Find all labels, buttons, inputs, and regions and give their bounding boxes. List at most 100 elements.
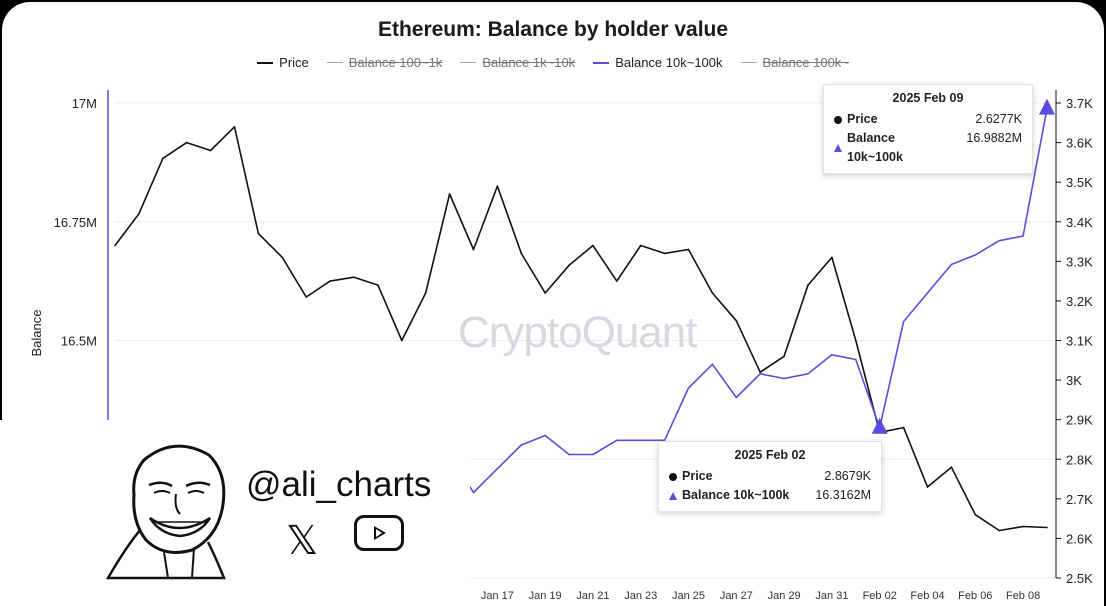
- tooltip-series-name: Balance 10k~100k: [847, 129, 952, 167]
- data-point: [1022, 235, 1024, 237]
- y-right-tick-label: 3.7K: [1066, 96, 1093, 111]
- y-right-tick-label: 2.9K: [1066, 413, 1093, 428]
- tooltip-row-balance: Balance 10k~100k 16.9882M: [834, 129, 1022, 167]
- y-right-tick-label: 3.4K: [1066, 215, 1093, 230]
- data-point: [258, 233, 260, 235]
- data-point: [640, 245, 642, 247]
- y-right-tick-label: 2.8K: [1066, 452, 1093, 467]
- data-point: [736, 397, 738, 399]
- x-logo-icon[interactable]: 𝕏: [286, 518, 318, 564]
- y-left-tick-label: 17M: [72, 96, 97, 111]
- data-point: [759, 373, 761, 375]
- x-tick-label: Jan 27: [720, 590, 753, 602]
- triangle-marker-icon: [669, 492, 677, 500]
- data-point: [807, 284, 809, 286]
- tooltip-row-price: Price 2.6277K: [834, 110, 1022, 129]
- data-point: [688, 249, 690, 251]
- data-point: [975, 254, 977, 256]
- data-point: [759, 371, 761, 373]
- x-tick-label: Jan 23: [624, 590, 657, 602]
- data-point: [1046, 527, 1048, 529]
- tooltip-row-balance: Balance 10k~100k 16.3162M: [669, 486, 871, 505]
- tooltip-feb-02: 2025 Feb 02 Price 2.8679K Balance 10k~10…: [658, 441, 882, 512]
- highlight-triangle-marker: [1039, 99, 1055, 115]
- tooltip-value: 2.8679K: [824, 467, 871, 486]
- x-tick-label: Jan 21: [576, 590, 609, 602]
- data-point: [544, 292, 546, 294]
- data-point: [998, 530, 1000, 532]
- tooltip-row-price: Price 2.8679K: [669, 467, 871, 486]
- x-tick-label: Jan 25: [672, 590, 705, 602]
- data-point: [377, 284, 379, 286]
- x-tick-label: Jan 29: [768, 590, 801, 602]
- x-tick-label: Jan 31: [815, 590, 848, 602]
- watermark: CryptoQuant: [458, 308, 696, 358]
- data-point: [688, 387, 690, 389]
- data-point: [831, 257, 833, 259]
- data-point: [449, 193, 451, 195]
- data-point: [520, 253, 522, 255]
- data-point: [616, 280, 618, 282]
- data-point: [640, 439, 642, 441]
- data-point: [855, 359, 857, 361]
- y-right-tick-label: 2.7K: [1066, 492, 1093, 507]
- x-tick-label: Feb 06: [958, 590, 992, 602]
- data-point: [473, 249, 475, 251]
- y-right-tick-label: 3.3K: [1066, 254, 1093, 269]
- circle-marker-icon: [834, 116, 842, 124]
- y-right-tick-label: 2.6K: [1066, 531, 1093, 546]
- data-point: [855, 340, 857, 342]
- tooltip-feb-09: 2025 Feb 09 Price 2.6277K Balance 10k~10…: [823, 84, 1033, 174]
- y-right-tick-label: 3.1K: [1066, 334, 1093, 349]
- data-point: [712, 292, 714, 294]
- y-right-tick-label: 3.6K: [1066, 136, 1093, 151]
- data-point: [353, 276, 355, 278]
- data-point: [497, 468, 499, 470]
- triangle-marker-icon: [834, 144, 842, 152]
- data-point: [951, 264, 953, 266]
- tooltip-series-name: Balance 10k~100k: [682, 486, 789, 505]
- data-point: [305, 296, 307, 298]
- data-point: [903, 321, 905, 323]
- y-left-tick-label: 16.5M: [61, 334, 97, 349]
- data-point: [616, 439, 618, 441]
- data-point: [401, 340, 403, 342]
- data-point: [712, 363, 714, 365]
- social-handle[interactable]: @ali_charts: [246, 465, 431, 505]
- data-point: [592, 454, 594, 456]
- tooltip-value: 16.3162M: [815, 486, 871, 505]
- data-point: [783, 378, 785, 380]
- y-left-tick-label: 16.75M: [54, 215, 97, 230]
- data-point: [807, 373, 809, 375]
- x-tick-label: Feb 02: [863, 590, 897, 602]
- tooltip-date: 2025 Feb 02: [669, 448, 871, 462]
- data-point: [664, 253, 666, 255]
- tooltip-series-name: Price: [847, 110, 878, 129]
- data-point: [1022, 526, 1024, 528]
- tooltip-value: 2.6277K: [975, 110, 1022, 129]
- y-right-tick-label: 3K: [1066, 373, 1082, 388]
- data-point: [831, 354, 833, 356]
- data-point: [903, 427, 905, 429]
- youtube-icon[interactable]: [354, 515, 404, 551]
- data-point: [186, 142, 188, 144]
- x-tick-label: Feb 04: [910, 590, 944, 602]
- data-point: [975, 514, 977, 516]
- data-point: [114, 245, 116, 247]
- data-point: [497, 185, 499, 187]
- highlight-triangle-marker: [872, 418, 888, 434]
- tooltip-value: 16.9882M: [966, 129, 1022, 167]
- data-point: [329, 280, 331, 282]
- rage-face-avatar-icon: [104, 430, 244, 580]
- data-point: [998, 240, 1000, 242]
- data-point: [544, 435, 546, 437]
- data-point: [425, 292, 427, 294]
- tooltip-date: 2025 Feb 09: [834, 91, 1022, 105]
- data-point: [281, 257, 283, 259]
- data-point: [520, 444, 522, 446]
- tooltip-series-name: Price: [682, 467, 713, 486]
- data-point: [162, 158, 164, 160]
- data-point: [927, 486, 929, 488]
- data-point: [592, 245, 594, 247]
- data-point: [736, 320, 738, 322]
